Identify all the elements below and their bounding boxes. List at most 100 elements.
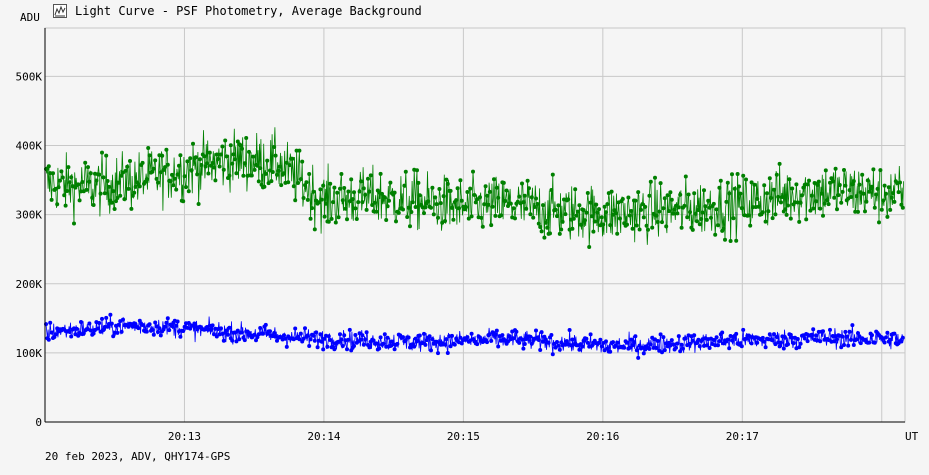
data-point xyxy=(487,189,492,194)
data-point xyxy=(773,212,778,217)
data-point xyxy=(91,203,96,207)
data-point xyxy=(658,332,663,337)
data-point xyxy=(105,179,110,183)
data-point xyxy=(443,342,447,347)
data-point xyxy=(714,207,719,212)
data-point xyxy=(312,227,317,232)
data-point xyxy=(321,347,326,352)
data-point xyxy=(430,337,435,342)
data-point xyxy=(494,185,499,190)
data-point xyxy=(227,173,232,178)
y-tick-label: 300K xyxy=(16,209,43,222)
data-point xyxy=(196,202,201,206)
data-point xyxy=(846,343,851,348)
data-point xyxy=(308,337,313,342)
data-point xyxy=(590,343,594,348)
data-point xyxy=(165,316,170,321)
data-point xyxy=(599,344,604,349)
data-point xyxy=(543,220,548,225)
data-point xyxy=(627,213,632,218)
data-point xyxy=(550,172,555,177)
data-point xyxy=(770,216,775,221)
data-point xyxy=(763,345,768,350)
data-point xyxy=(611,340,615,345)
data-point xyxy=(356,200,361,205)
data-point xyxy=(346,337,351,342)
data-point xyxy=(637,227,642,232)
data-point xyxy=(367,189,372,194)
data-point xyxy=(46,337,51,342)
data-point xyxy=(291,184,296,189)
data-point xyxy=(721,341,726,346)
data-point xyxy=(818,339,823,344)
data-point xyxy=(444,177,449,182)
data-point xyxy=(780,195,785,199)
data-point xyxy=(49,197,54,202)
data-point xyxy=(220,144,225,149)
data-point xyxy=(511,206,516,211)
data-point xyxy=(328,338,333,342)
data-point xyxy=(297,337,302,342)
data-point xyxy=(671,211,676,216)
data-point xyxy=(436,215,440,220)
data-point xyxy=(545,225,550,230)
data-point xyxy=(102,191,107,196)
data-point xyxy=(541,203,545,208)
data-point xyxy=(529,195,534,200)
data-point xyxy=(412,344,417,349)
data-point xyxy=(86,165,90,170)
data-point xyxy=(338,186,342,191)
data-point xyxy=(549,188,554,192)
data-point xyxy=(252,167,257,172)
data-point xyxy=(207,150,212,155)
data-point xyxy=(347,199,352,204)
data-point xyxy=(489,223,494,228)
data-point xyxy=(767,332,772,337)
data-point xyxy=(536,221,541,226)
data-point xyxy=(900,205,905,210)
data-point xyxy=(595,210,600,215)
data-point xyxy=(816,179,821,184)
data-point xyxy=(164,320,169,325)
data-point xyxy=(237,337,242,342)
data-point xyxy=(658,181,663,186)
data-point xyxy=(217,164,222,169)
data-point xyxy=(636,190,641,195)
data-point xyxy=(206,171,211,176)
data-point xyxy=(123,168,128,173)
data-point xyxy=(679,225,684,230)
data-point xyxy=(121,317,125,322)
data-point xyxy=(856,209,860,214)
data-point xyxy=(107,184,111,189)
data-point xyxy=(755,340,760,345)
data-point xyxy=(496,195,501,200)
data-point xyxy=(514,329,519,334)
data-point xyxy=(445,181,450,186)
data-point xyxy=(374,341,379,346)
data-point xyxy=(382,195,387,200)
data-point xyxy=(590,214,594,219)
data-point xyxy=(711,201,716,206)
data-point xyxy=(240,330,244,335)
data-point xyxy=(668,190,673,195)
data-point xyxy=(471,169,475,174)
data-point xyxy=(864,199,869,204)
data-point xyxy=(692,333,697,338)
data-point xyxy=(130,324,135,329)
light-curve-app-icon[interactable] xyxy=(53,4,67,18)
data-point xyxy=(273,153,278,158)
data-point xyxy=(847,188,852,193)
data-point xyxy=(786,342,790,347)
data-point xyxy=(814,333,818,338)
data-point xyxy=(695,219,699,224)
data-point xyxy=(697,222,702,227)
data-point xyxy=(347,327,352,332)
data-point xyxy=(563,212,568,217)
data-point xyxy=(182,174,187,179)
data-point xyxy=(807,178,811,183)
data-point xyxy=(847,329,852,334)
data-point xyxy=(592,219,597,224)
data-point xyxy=(485,193,489,198)
data-point xyxy=(268,329,272,334)
data-point xyxy=(724,199,729,204)
